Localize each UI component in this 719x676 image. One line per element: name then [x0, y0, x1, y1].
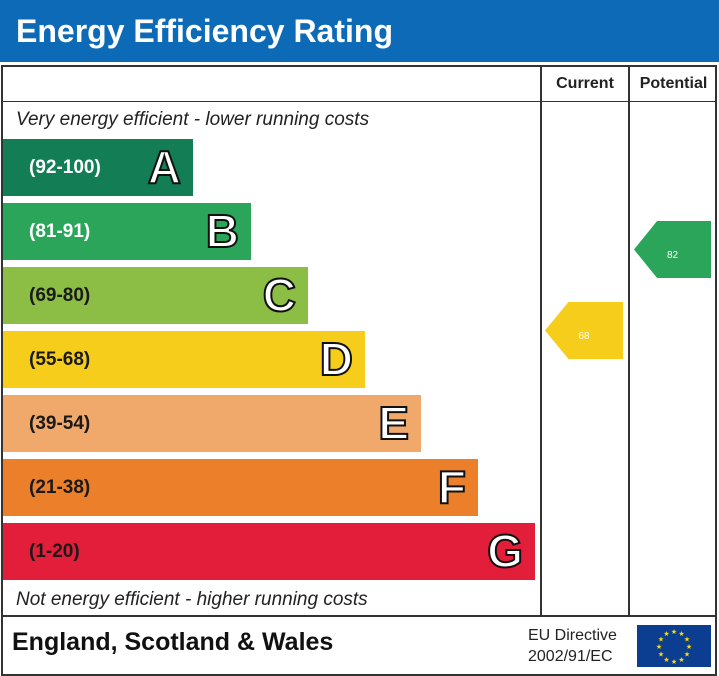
band-a: (92-100) A — [3, 139, 193, 196]
star-icon: ★ — [678, 656, 684, 664]
band-letter: E — [377, 396, 410, 450]
band-letter: G — [486, 524, 524, 578]
star-icon: ★ — [671, 658, 677, 666]
band-e: (39-54) E — [3, 395, 421, 452]
band-range: (21-38) — [29, 477, 91, 498]
band-c: (69-80) C — [3, 267, 308, 324]
eu-directive-label: EU Directive — [528, 627, 617, 644]
bottom-note: Not energy efficient - higher running co… — [16, 589, 368, 610]
column-divider — [540, 65, 542, 617]
band-letter: C — [262, 268, 297, 322]
star-icon: ★ — [658, 651, 664, 659]
band-letter: B — [205, 204, 240, 258]
star-icon: ★ — [671, 628, 677, 636]
band-letter: D — [319, 332, 354, 386]
band-d: (55-68) D — [3, 331, 365, 388]
region-label: England, Scotland & Wales — [12, 628, 334, 656]
star-icon: ★ — [678, 630, 684, 638]
eu-directive-number: 2002/91/EC — [528, 648, 613, 665]
star-icon: ★ — [686, 643, 692, 651]
top-note: Very energy efficient - lower running co… — [16, 109, 370, 130]
column-divider — [628, 65, 630, 617]
footer — [1, 616, 717, 676]
star-icon: ★ — [658, 636, 664, 644]
band-range: (55-68) — [29, 349, 91, 370]
star-icon: ★ — [684, 651, 690, 659]
star-icon: ★ — [684, 636, 690, 644]
eu-flag-icon: ★ ★ ★ ★ ★ ★ ★ ★ ★ ★ ★ ★ — [637, 625, 711, 667]
band-range: (92-100) — [29, 157, 101, 178]
chart-title: Energy Efficiency Rating — [0, 0, 719, 62]
star-icon: ★ — [656, 643, 662, 651]
star-icon: ★ — [663, 656, 669, 664]
star-icon: ★ — [663, 630, 669, 638]
band-range: (69-80) — [29, 285, 91, 306]
band-f: (21-38) F — [3, 459, 478, 516]
header-divider — [1, 101, 717, 102]
band-b: (81-91) B — [3, 203, 251, 260]
band-letter: A — [147, 140, 182, 194]
current-column-header: Current — [556, 75, 614, 92]
band-range: (1-20) — [29, 541, 80, 562]
band-g: (1-20) G — [3, 523, 535, 580]
potential-column-header: Potential — [639, 75, 708, 92]
band-range: (39-54) — [29, 413, 91, 434]
band-range: (81-91) — [29, 221, 91, 242]
rating-table — [1, 65, 717, 617]
band-letter: F — [437, 460, 467, 514]
